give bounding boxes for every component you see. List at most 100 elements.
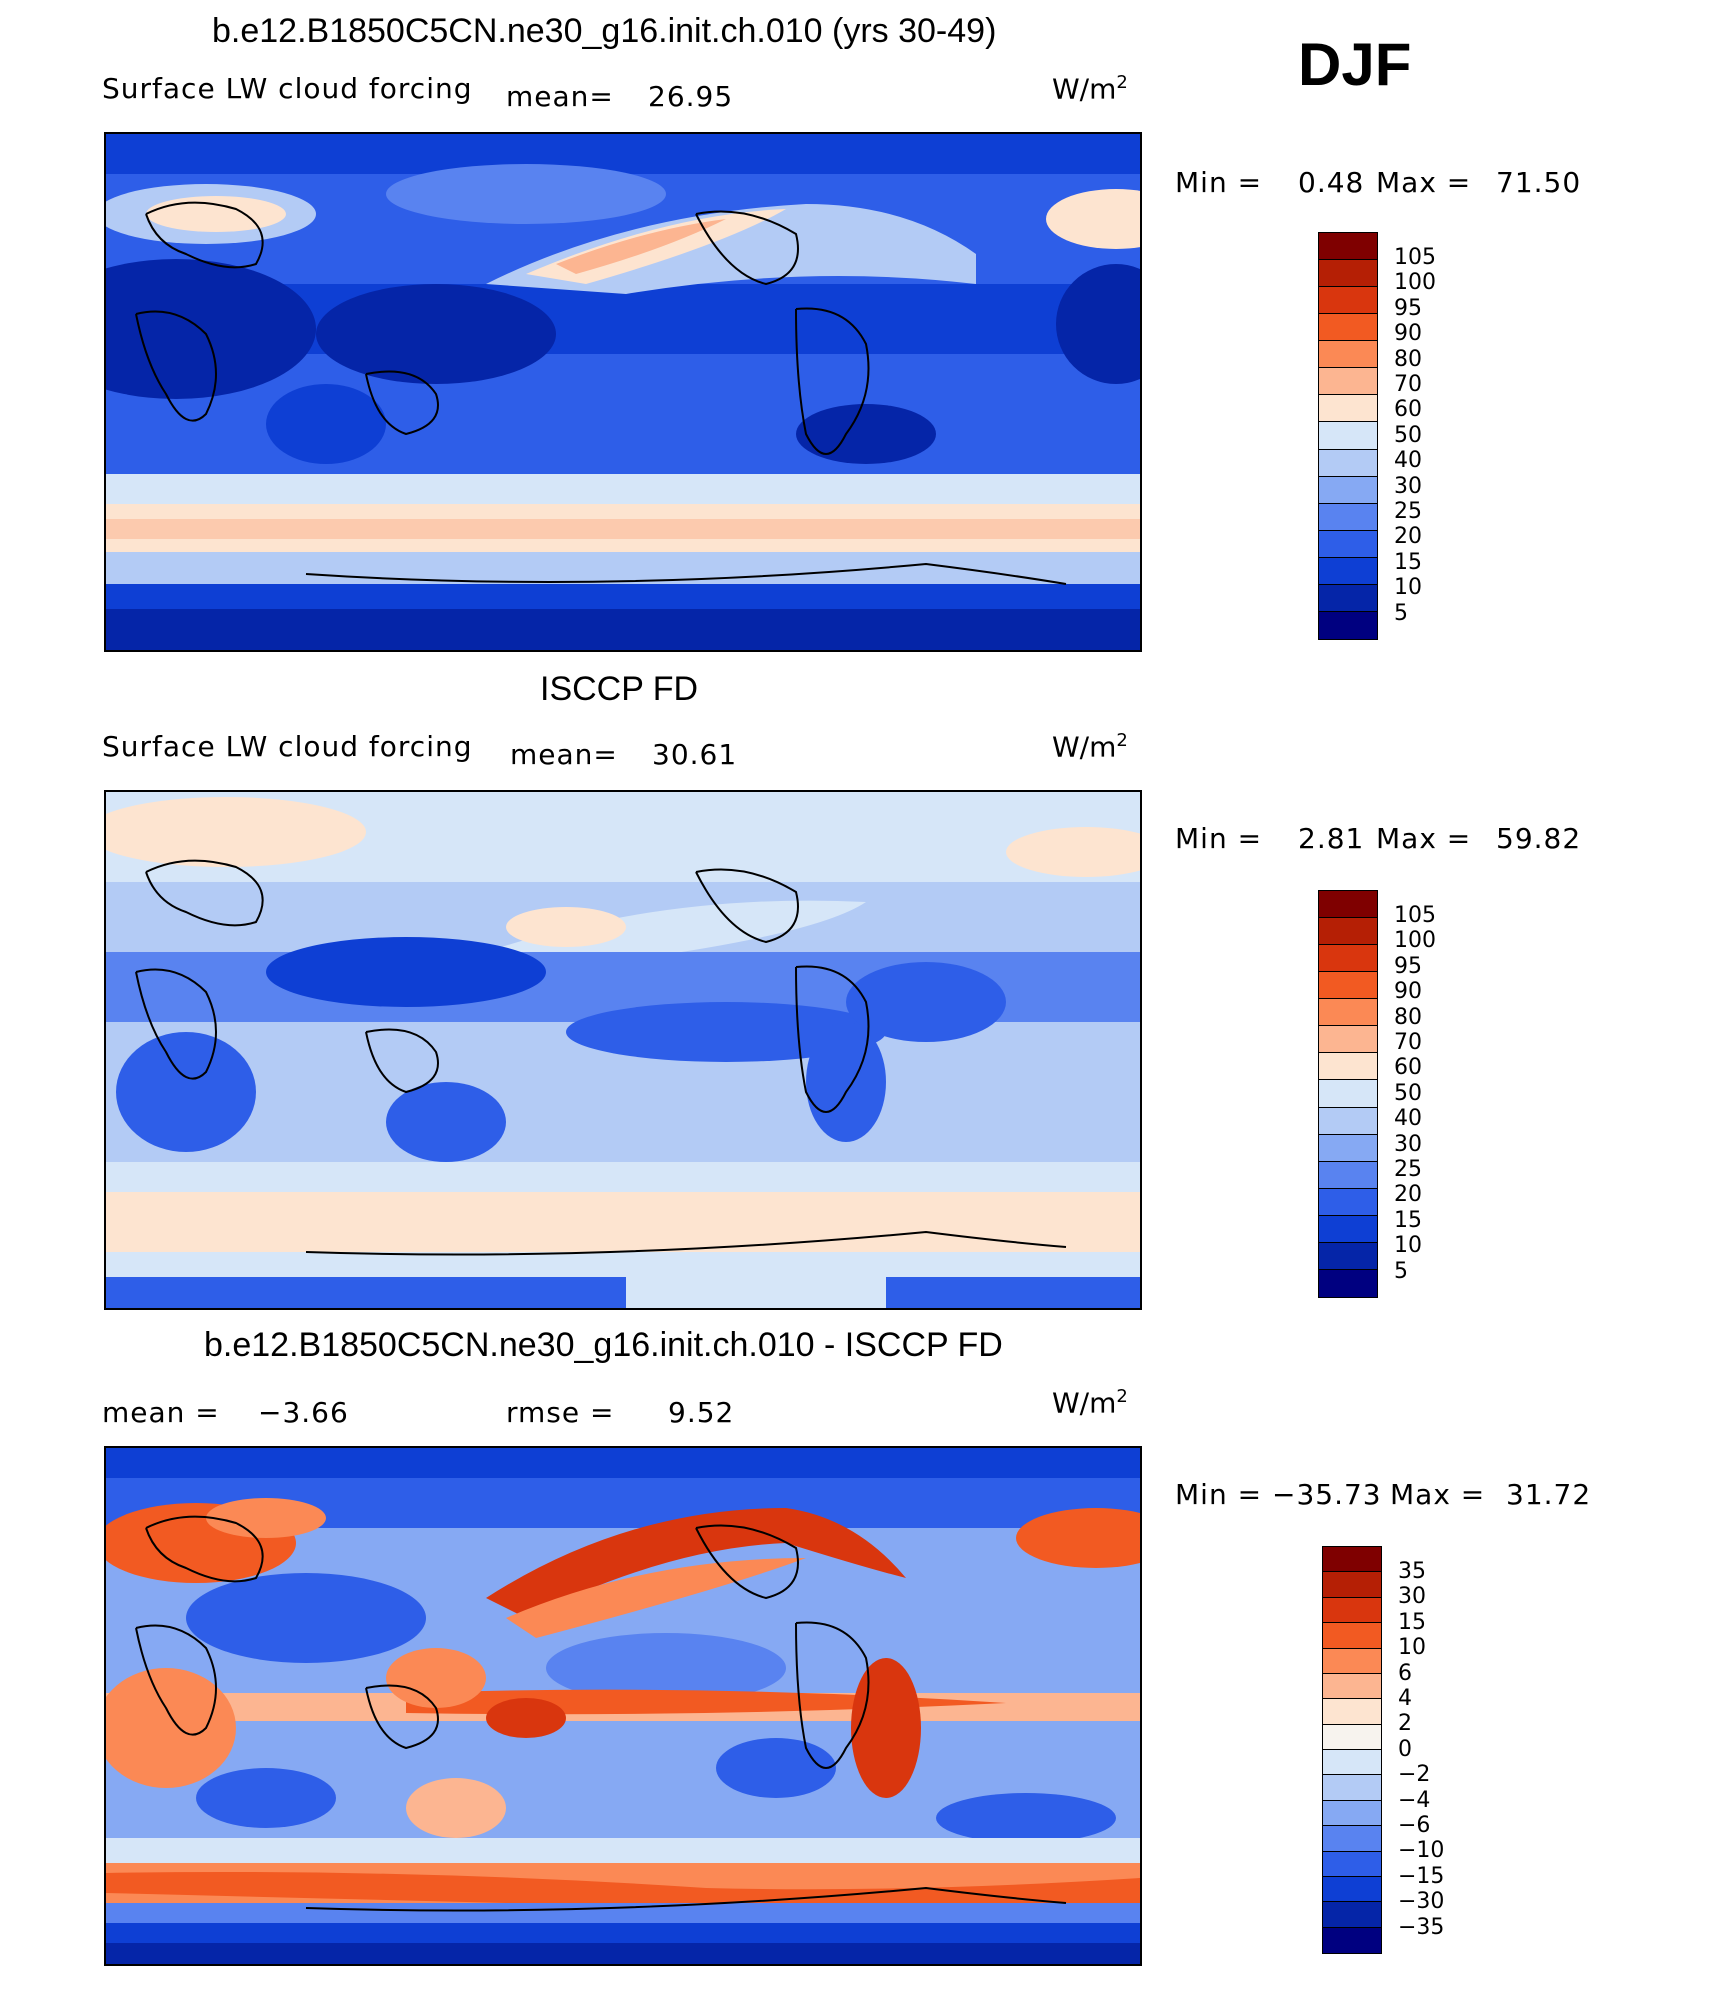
panel2-max-label: Max = [1376,822,1472,855]
colorbar-tick-label: −4 [1398,1787,1431,1813]
colorbar-swatch [1319,314,1377,342]
colorbar-tick-label: −30 [1398,1889,1445,1915]
colorbar-swatch [1323,1876,1381,1903]
colorbar-tick-label: 30 [1394,473,1422,499]
colorbar-swatch [1319,1269,1377,1297]
colorbar-tick-label: 50 [1394,1080,1422,1106]
panel3-map [104,1446,1142,1966]
panel2-min-label: Min = [1175,822,1263,855]
colorbar-tick-label: 35 [1398,1559,1426,1584]
panel1-max-value: 71.50 [1496,166,1582,199]
colorbar-tick-label: 100 [1394,928,1436,954]
colorbar-swatch [1319,1188,1377,1216]
panel2-max-value: 59.82 [1496,822,1582,855]
colorbar-swatch [1323,1724,1381,1750]
colorbar-swatch [1323,1775,1381,1801]
colorbar-swatch [1319,584,1377,612]
colorbar-swatch [1319,1080,1377,1108]
colorbar-swatch [1323,1800,1381,1827]
colorbar-swatch [1319,476,1377,504]
colorbar-tick-label: 4 [1398,1686,1412,1712]
colorbar-swatch [1319,449,1377,477]
colorbar-tick-label: 5 [1394,1258,1408,1284]
colorbar-tick-label: 95 [1394,953,1422,979]
panel1-colorbar [1318,232,1378,640]
panel1-max-label: Max = [1376,166,1472,199]
panel3-units: W/m2 [1052,1386,1128,1420]
panel3-mean-label: mean = [102,1396,220,1429]
panel3-title: b.e12.B1850C5CN.ne30_g16.init.ch.010 - I… [204,1326,1003,1364]
colorbar-swatch [1319,422,1377,450]
colorbar-tick-label: 40 [1394,448,1422,474]
panel1-title: b.e12.B1850C5CN.ne30_g16.init.ch.010 (yr… [212,12,997,50]
colorbar-swatch [1323,1623,1381,1649]
colorbar-tick-label: 95 [1394,295,1422,321]
colorbar-tick-label: 70 [1394,1030,1422,1056]
panel3-mean-value: −3.66 [258,1396,349,1429]
colorbar-swatch [1323,1750,1381,1776]
colorbar-swatch [1323,1648,1381,1674]
colorbar-swatch [1319,891,1377,919]
colorbar-tick-label: 20 [1394,524,1422,550]
colorbar-tick-label: 5 [1394,600,1408,626]
colorbar-tick-label: 90 [1394,321,1422,347]
panel2-mean-label: mean= [510,738,618,771]
colorbar-tick-label: 15 [1394,549,1422,575]
colorbar-swatch [1319,999,1377,1027]
colorbar-swatch [1323,1851,1381,1877]
panel3-max-value: 31.72 [1506,1478,1592,1511]
colorbar-swatch [1319,233,1377,261]
panel1-units: W/m2 [1052,72,1128,106]
panel3-rmse-label: rmse = [506,1396,615,1429]
colorbar-swatch [1323,1572,1381,1598]
colorbar-tick-label: −10 [1398,1838,1445,1864]
panel1-variable: Surface LW cloud forcing [102,72,473,105]
colorbar-tick-label: 40 [1394,1106,1422,1132]
colorbar-tick-label: 105 [1394,903,1436,928]
colorbar-swatch [1319,503,1377,531]
colorbar-swatch [1319,341,1377,369]
panel1-mean-label: mean= [506,80,614,113]
panel2-colorbar-labels: 105 100 95 90 80 70 60 50 40 30 25 20 15 10 5 [1394,903,1436,1284]
panel1-mean-value: 26.95 [648,80,734,113]
panel1-min-value: 0.48 [1298,166,1365,199]
panel3-min-value: −35.73 [1272,1478,1382,1511]
colorbar-tick-label: 50 [1394,422,1422,448]
colorbar-tick-label: −2 [1398,1762,1431,1788]
panel2-map [104,790,1142,1310]
colorbar-tick-label: 2 [1398,1711,1412,1737]
colorbar-swatch [1319,945,1377,973]
panel2-title: ISCCP FD [540,670,699,708]
colorbar-tick-label: 80 [1394,1004,1422,1030]
colorbar-swatch [1319,1107,1377,1135]
colorbar-tick-label: 25 [1394,1157,1422,1183]
panel2-mean-value: 30.61 [652,738,738,771]
colorbar-swatch [1319,611,1377,639]
panel3-min-label: Min = [1175,1478,1263,1511]
colorbar-swatch [1319,1242,1377,1270]
colorbar-tick-label: 6 [1398,1660,1412,1686]
colorbar-swatch [1319,557,1377,585]
colorbar-tick-label: 60 [1394,1055,1422,1081]
colorbar-tick-label: 10 [1398,1635,1426,1661]
colorbar-tick-label: 30 [1398,1584,1426,1610]
colorbar-tick-label: 0 [1398,1736,1412,1762]
colorbar-swatch [1323,1927,1381,1953]
colorbar-swatch [1319,1026,1377,1054]
colorbar-tick-label: −6 [1398,1813,1431,1839]
colorbar-swatch [1323,1902,1381,1928]
panel1-min-label: Min = [1175,166,1263,199]
colorbar-swatch [1319,368,1377,396]
colorbar-tick-label: 70 [1394,372,1422,398]
panel3-colorbar-labels: 35 30 15 10 6 4 2 0 −2 −4 −6 −10 −15 −30 −35 [1398,1559,1444,1940]
panel2-variable: Surface LW cloud forcing [102,730,473,763]
colorbar-swatch [1319,260,1377,288]
colorbar-swatch [1323,1673,1381,1700]
panel1-map [104,132,1142,652]
colorbar-tick-label: 25 [1394,499,1422,525]
panel3-max-label: Max = [1390,1478,1486,1511]
panel1-colorbar-labels: 105 100 95 90 80 70 60 50 40 30 25 20 15 10 5 [1394,245,1436,626]
colorbar-swatch [1323,1547,1381,1573]
colorbar-swatch [1319,395,1377,423]
colorbar-tick-label: −15 [1398,1863,1445,1889]
